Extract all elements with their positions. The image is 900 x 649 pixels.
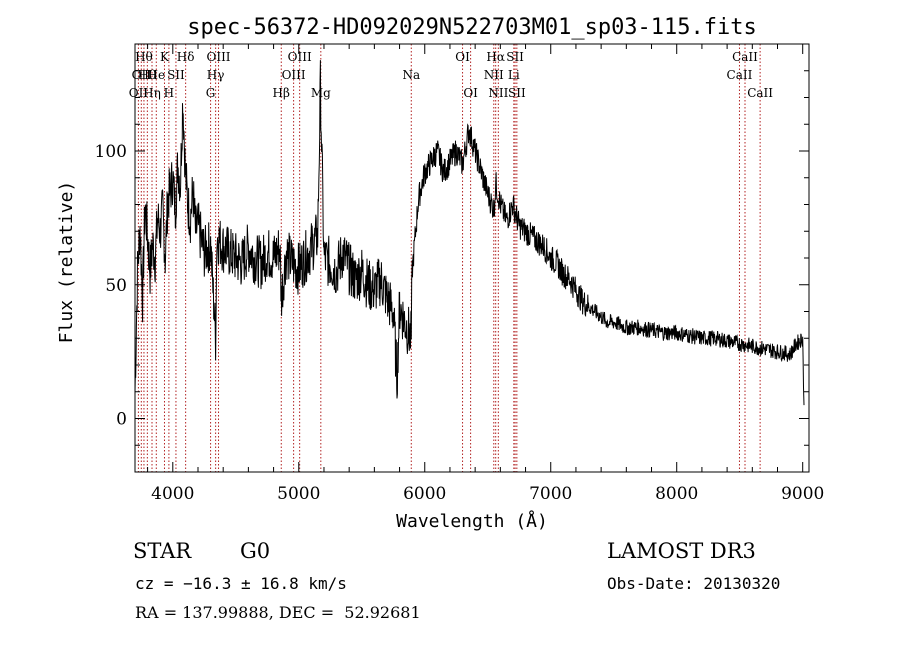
- spectral-line-label: OII: [132, 68, 152, 82]
- object-subclass: G0: [240, 539, 271, 563]
- x-axis-label: Wavelength (Å): [396, 510, 548, 532]
- y-tick-label: 50: [105, 276, 127, 296]
- y-axis-ticks: 0 50 100: [95, 70, 809, 446]
- x-tick-label: 9000: [781, 484, 824, 504]
- chart-title: spec-56372-HD092029N522703M01_sp03-115.f…: [187, 15, 757, 40]
- spectral-line-label: OIII: [288, 50, 312, 64]
- spectral-line-label: G: [206, 86, 216, 100]
- spectral-line-label: Hδ: [177, 50, 195, 64]
- spectral-line-label: CaII: [747, 86, 773, 100]
- spectral-line-label: Na: [402, 68, 420, 82]
- spectral-line-label: OIII: [206, 50, 230, 64]
- redshift-text: cz = −16.3 ± 16.8 km/s: [135, 574, 347, 593]
- x-tick-label: 5000: [277, 484, 320, 504]
- spectral-line-label: K: [160, 50, 170, 64]
- x-tick-label: 4000: [151, 484, 194, 504]
- survey-name: LAMOST DR3: [607, 539, 756, 563]
- spectral-line-label: Hα: [486, 50, 505, 64]
- spectral-line-label: NII: [488, 86, 508, 100]
- x-tick-label: 8000: [655, 484, 698, 504]
- spectral-line-label: Hη: [143, 86, 161, 100]
- spectral-line-label: Hβ: [273, 86, 290, 100]
- spectral-line-label: SII: [167, 68, 185, 82]
- spectral-line-label: NII: [484, 68, 504, 82]
- spectral-line-label: OI: [463, 86, 478, 100]
- spectrum-series-line: [134, 60, 805, 406]
- spectral-line-label: He: [148, 68, 166, 82]
- spectrum-chart: spec-56372-HD092029N522703M01_sp03-115.f…: [56, 15, 824, 532]
- spectral-line-label: SII: [506, 50, 524, 64]
- spectral-line-label: OIII: [282, 68, 306, 82]
- spectral-line-label: H: [164, 86, 174, 100]
- y-tick-label: 100: [95, 142, 127, 162]
- spectral-line-label: Hγ: [207, 68, 225, 82]
- object-class: STAR: [133, 539, 192, 563]
- x-tick-label: 6000: [403, 484, 446, 504]
- obs-date-text: Obs-Date: 20130320: [607, 574, 781, 593]
- x-tick-label: 7000: [529, 484, 572, 504]
- spectral-line-label: Hθ: [138, 68, 156, 82]
- y-tick-label: 0: [116, 410, 127, 430]
- spectral-line-label: Li: [508, 68, 520, 82]
- coordinates-text: RA = 137.99888, DEC = 52.92681: [135, 603, 421, 622]
- spectral-line-label: OII: [129, 86, 149, 100]
- spectral-line-label: OI: [455, 50, 470, 64]
- spectral-line-markers: [137, 44, 761, 472]
- spectral-line-labels: OIIOIIHθHθHηHeKHSIIHδGHγOIIIHβOIIIOIIIMg…: [129, 50, 774, 100]
- spectral-line-label: CaII: [732, 50, 758, 64]
- x-axis-ticks: 4000 5000 6000 7000 8000 9000: [147, 44, 824, 504]
- spectral-line-label: SII: [508, 86, 526, 100]
- spectral-line-label: CaII: [727, 68, 753, 82]
- spectral-line-label: Hθ: [135, 50, 153, 64]
- y-axis-label: Flux (relative): [56, 181, 77, 344]
